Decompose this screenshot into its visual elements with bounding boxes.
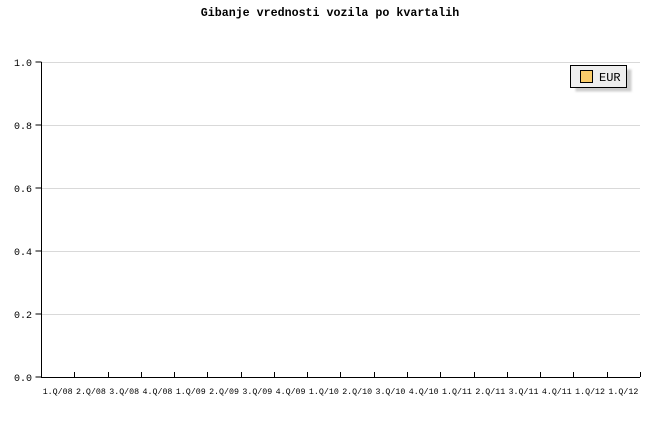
svg-text:3.Q/10: 3.Q/10: [375, 387, 405, 397]
svg-text:2.Q/08: 2.Q/08: [76, 387, 106, 397]
svg-text:4.Q/11: 4.Q/11: [542, 387, 572, 397]
svg-text:2.Q/11: 2.Q/11: [475, 387, 505, 397]
svg-text:1.0: 1.0: [14, 59, 32, 70]
svg-text:2.Q/09: 2.Q/09: [209, 387, 239, 397]
svg-text:2.Q/10: 2.Q/10: [342, 387, 372, 397]
svg-text:1.Q/12: 1.Q/12: [575, 387, 605, 397]
svg-text:3.Q/08: 3.Q/08: [109, 387, 139, 397]
svg-text:0.4: 0.4: [14, 248, 32, 259]
svg-text:4.Q/10: 4.Q/10: [409, 387, 439, 397]
svg-text:0.6: 0.6: [14, 185, 32, 196]
svg-text:3.Q/11: 3.Q/11: [509, 387, 539, 397]
svg-text:1.Q/09: 1.Q/09: [176, 387, 206, 397]
svg-text:4.Q/09: 4.Q/09: [276, 387, 306, 397]
svg-text:3.Q/09: 3.Q/09: [242, 387, 272, 397]
svg-text:0.0: 0.0: [14, 374, 32, 385]
svg-text:1.Q/10: 1.Q/10: [309, 387, 339, 397]
svg-text:EUR: EUR: [599, 71, 621, 85]
svg-text:0.2: 0.2: [14, 311, 32, 322]
svg-text:1.Q/08: 1.Q/08: [43, 387, 73, 397]
svg-text:0.8: 0.8: [14, 122, 32, 133]
svg-text:1.Q/12: 1.Q/12: [608, 387, 638, 397]
svg-text:1.Q/11: 1.Q/11: [442, 387, 472, 397]
svg-text:4.Q/08: 4.Q/08: [143, 387, 173, 397]
